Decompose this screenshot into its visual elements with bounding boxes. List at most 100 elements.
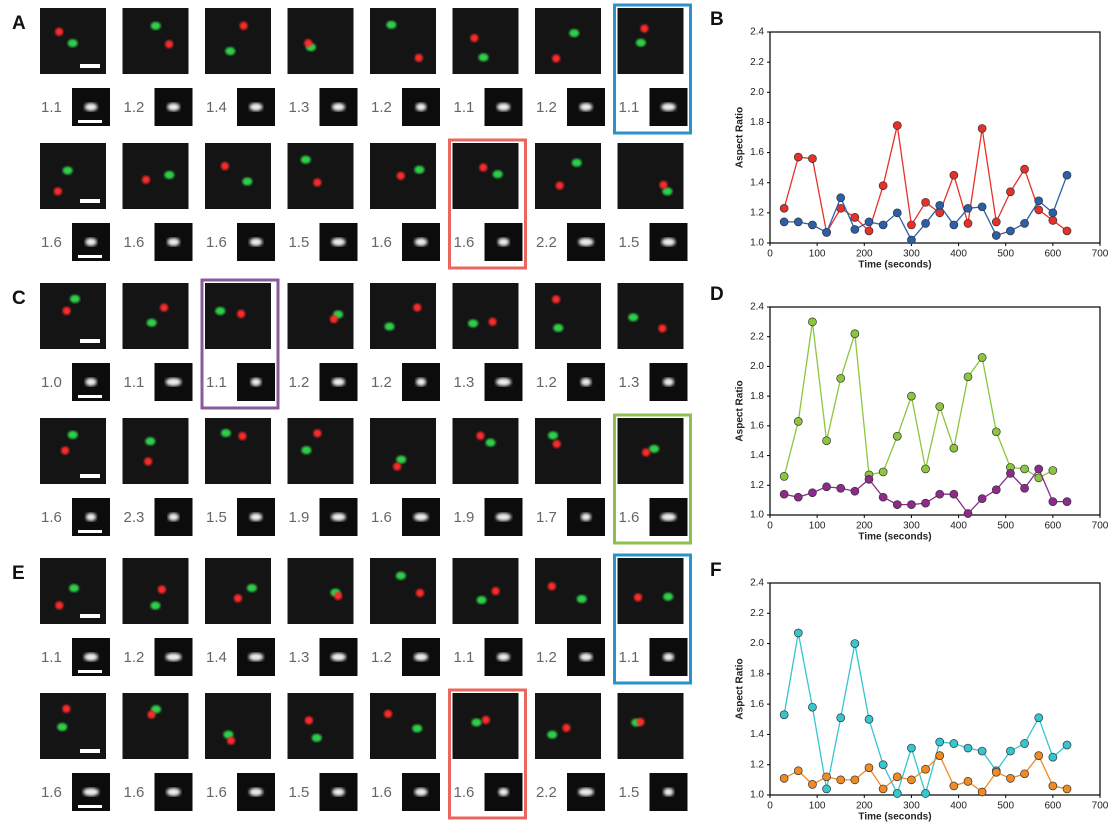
inset-blob [578, 238, 593, 246]
image-cell: 1.2 [288, 283, 358, 401]
green-spot [493, 170, 503, 178]
scale-bar [80, 474, 100, 478]
image-cell: 1.3 [618, 283, 688, 401]
data-point [1006, 188, 1014, 196]
micrograph [123, 283, 189, 349]
data-point [1049, 753, 1057, 761]
x-tick-label: 200 [856, 801, 873, 812]
data-point [950, 782, 958, 790]
data-point [964, 510, 972, 518]
data-point [1063, 171, 1071, 179]
data-point [823, 437, 831, 445]
data-point [879, 468, 887, 476]
data-point [794, 218, 802, 226]
y-tick-label: 2.2 [750, 331, 764, 342]
data-point [794, 417, 802, 425]
inset-blob [662, 238, 676, 246]
x-tick-label: 300 [903, 521, 920, 532]
data-point [907, 744, 915, 752]
scale-bar [78, 805, 102, 808]
red-spot [397, 172, 405, 180]
data-point [794, 493, 802, 501]
scale-bar [80, 199, 100, 203]
red-spot [238, 432, 246, 440]
green-spot [663, 593, 673, 601]
data-point [992, 218, 1000, 226]
micrograph [288, 558, 354, 624]
panel-label: C [12, 288, 26, 309]
micrograph [288, 8, 354, 74]
inset-blob [414, 653, 428, 661]
data-point [808, 221, 816, 229]
x-tick-label: 100 [809, 801, 826, 812]
series-line [784, 125, 1067, 232]
image-cell: 1.7 [535, 418, 605, 536]
image-cell: 1.4 [205, 8, 275, 126]
data-point [893, 209, 901, 217]
y-tick-label: 1.8 [750, 668, 764, 679]
data-point [808, 780, 816, 788]
data-point [1035, 197, 1043, 205]
micrograph [205, 418, 271, 484]
green-spot [553, 324, 563, 332]
y-tick-label: 2.0 [750, 87, 764, 98]
green-spot [164, 171, 174, 179]
red-spot [413, 304, 421, 312]
image-cell: 1.2 [123, 8, 193, 126]
data-point [823, 785, 831, 793]
image-cell: 1.6 [40, 418, 110, 536]
aspect-ratio-label: 1.6 [619, 509, 640, 526]
aspect-ratio-label: 1.6 [206, 784, 227, 801]
aspect-ratio-label: 1.1 [41, 649, 62, 666]
data-point [978, 495, 986, 503]
image-cell: 1.6 [123, 143, 193, 261]
aspect-ratio-label: 1.2 [124, 99, 145, 116]
green-spot [628, 313, 638, 321]
red-spot [55, 28, 63, 36]
micrograph [618, 8, 684, 74]
image-cell: 2.3 [123, 418, 193, 536]
x-tick-label: 600 [1045, 801, 1062, 812]
data-point [1021, 219, 1029, 227]
aspect-ratio-label: 1.2 [371, 99, 392, 116]
aspect-ratio-label: 1.6 [124, 234, 145, 251]
data-point [907, 776, 915, 784]
data-point [1035, 465, 1043, 473]
green-spot [70, 295, 80, 303]
data-point [808, 489, 816, 497]
green-spot [547, 731, 557, 739]
data-point [1021, 770, 1029, 778]
inset-blob [85, 103, 98, 111]
data-point [1035, 714, 1043, 722]
data-point [1006, 747, 1014, 755]
x-tick-label: 100 [809, 521, 826, 532]
data-point [808, 318, 816, 326]
image-cell: 1.5 [288, 143, 358, 261]
inset-blob [663, 788, 673, 796]
data-point [992, 486, 1000, 494]
red-spot [642, 448, 650, 456]
data-point [893, 432, 901, 440]
y-tick-label: 1.4 [750, 177, 764, 188]
red-spot [148, 711, 156, 719]
micrograph [453, 418, 519, 484]
red-spot [393, 462, 401, 470]
red-spot [54, 187, 62, 195]
image-cell: 1.6 [40, 143, 110, 261]
x-tick-label: 500 [997, 801, 1014, 812]
inset-blob [331, 513, 346, 521]
image-cell: 1.1 [453, 558, 523, 676]
red-spot [62, 705, 70, 713]
figure: A1.11.21.41.31.21.11.21.11.61.61.61.51.6… [0, 0, 1118, 828]
x-tick-label: 700 [1092, 521, 1109, 532]
green-spot [301, 156, 311, 164]
data-point [992, 231, 1000, 239]
image-cell: 1.5 [618, 143, 688, 261]
x-tick-label: 700 [1092, 249, 1109, 260]
x-tick-label: 200 [856, 521, 873, 532]
data-point [823, 228, 831, 236]
red-spot [492, 587, 500, 595]
aspect-ratio-label: 1.6 [371, 509, 392, 526]
aspect-ratio-label: 1.6 [124, 784, 145, 801]
green-spot [215, 307, 225, 315]
